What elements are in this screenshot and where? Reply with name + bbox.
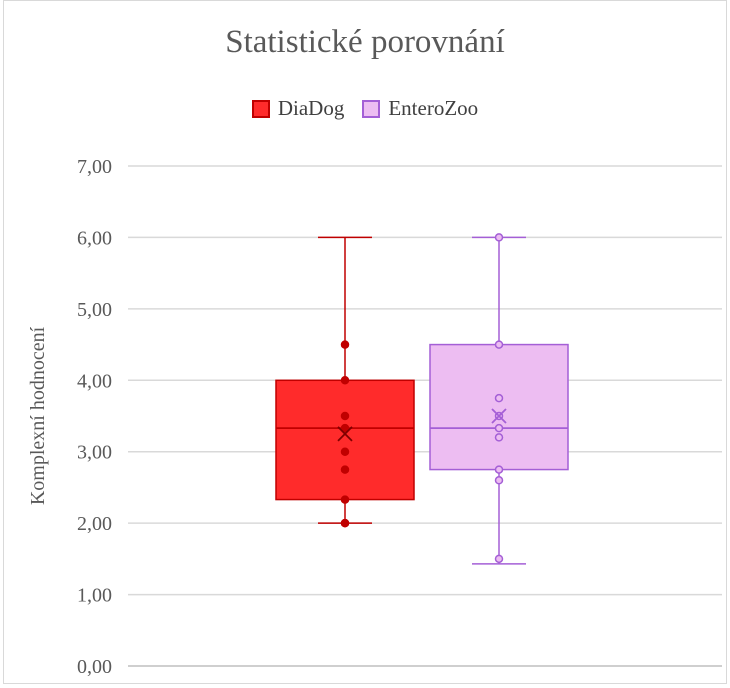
legend: DiaDog EnteroZoo: [0, 96, 730, 121]
mean-marker-diadog: [337, 426, 353, 442]
data-point-enterozoo: [494, 393, 504, 403]
legend-swatch-diadog: [251, 99, 270, 118]
y-axis-label: Komplexní hodnocení: [27, 326, 49, 505]
legend-item-diadog: DiaDog: [251, 96, 345, 121]
data-point-diadog: [340, 411, 350, 421]
legend-label-diadog: DiaDog: [277, 96, 345, 120]
y-tick-label: 7,00: [77, 156, 112, 178]
data-point-enterozoo: [494, 340, 504, 349]
y-tick-label: 3,00: [77, 442, 112, 464]
y-tick-label: 6,00: [77, 227, 112, 249]
data-point-enterozoo: [494, 423, 504, 433]
data-point-diadog: [340, 518, 350, 528]
box-enterozoo: [429, 343, 569, 471]
box-diadog: [275, 379, 415, 501]
data-point-diadog: [340, 465, 350, 474]
legend-swatch-enterozoo: [362, 99, 381, 118]
data-point-diadog: [340, 340, 350, 349]
data-point-enterozoo: [494, 554, 504, 564]
legend-label-enterozoo: EnteroZoo: [388, 96, 479, 120]
mean-marker-enterozoo: [491, 408, 507, 424]
y-tick-label: 0,00: [77, 656, 112, 678]
data-point-enterozoo: [494, 465, 504, 474]
y-tick-label: 1,00: [77, 585, 112, 607]
y-tick-label: 4,00: [77, 370, 112, 392]
data-point-diadog: [340, 495, 350, 504]
chart-frame: [3, 0, 727, 684]
y-tick-label: 2,00: [77, 513, 112, 535]
legend-item-enterozoo: EnteroZoo: [362, 96, 478, 121]
chart-title: Statistické porovnání: [225, 24, 505, 60]
data-point-diadog: [340, 376, 350, 385]
data-point-enterozoo: [494, 233, 504, 242]
data-point-diadog: [340, 447, 350, 456]
y-tick-label: 5,00: [77, 299, 112, 321]
data-point-diadog: [340, 423, 350, 433]
data-point-enterozoo: [494, 476, 504, 485]
data-point-enterozoo: [494, 433, 504, 442]
